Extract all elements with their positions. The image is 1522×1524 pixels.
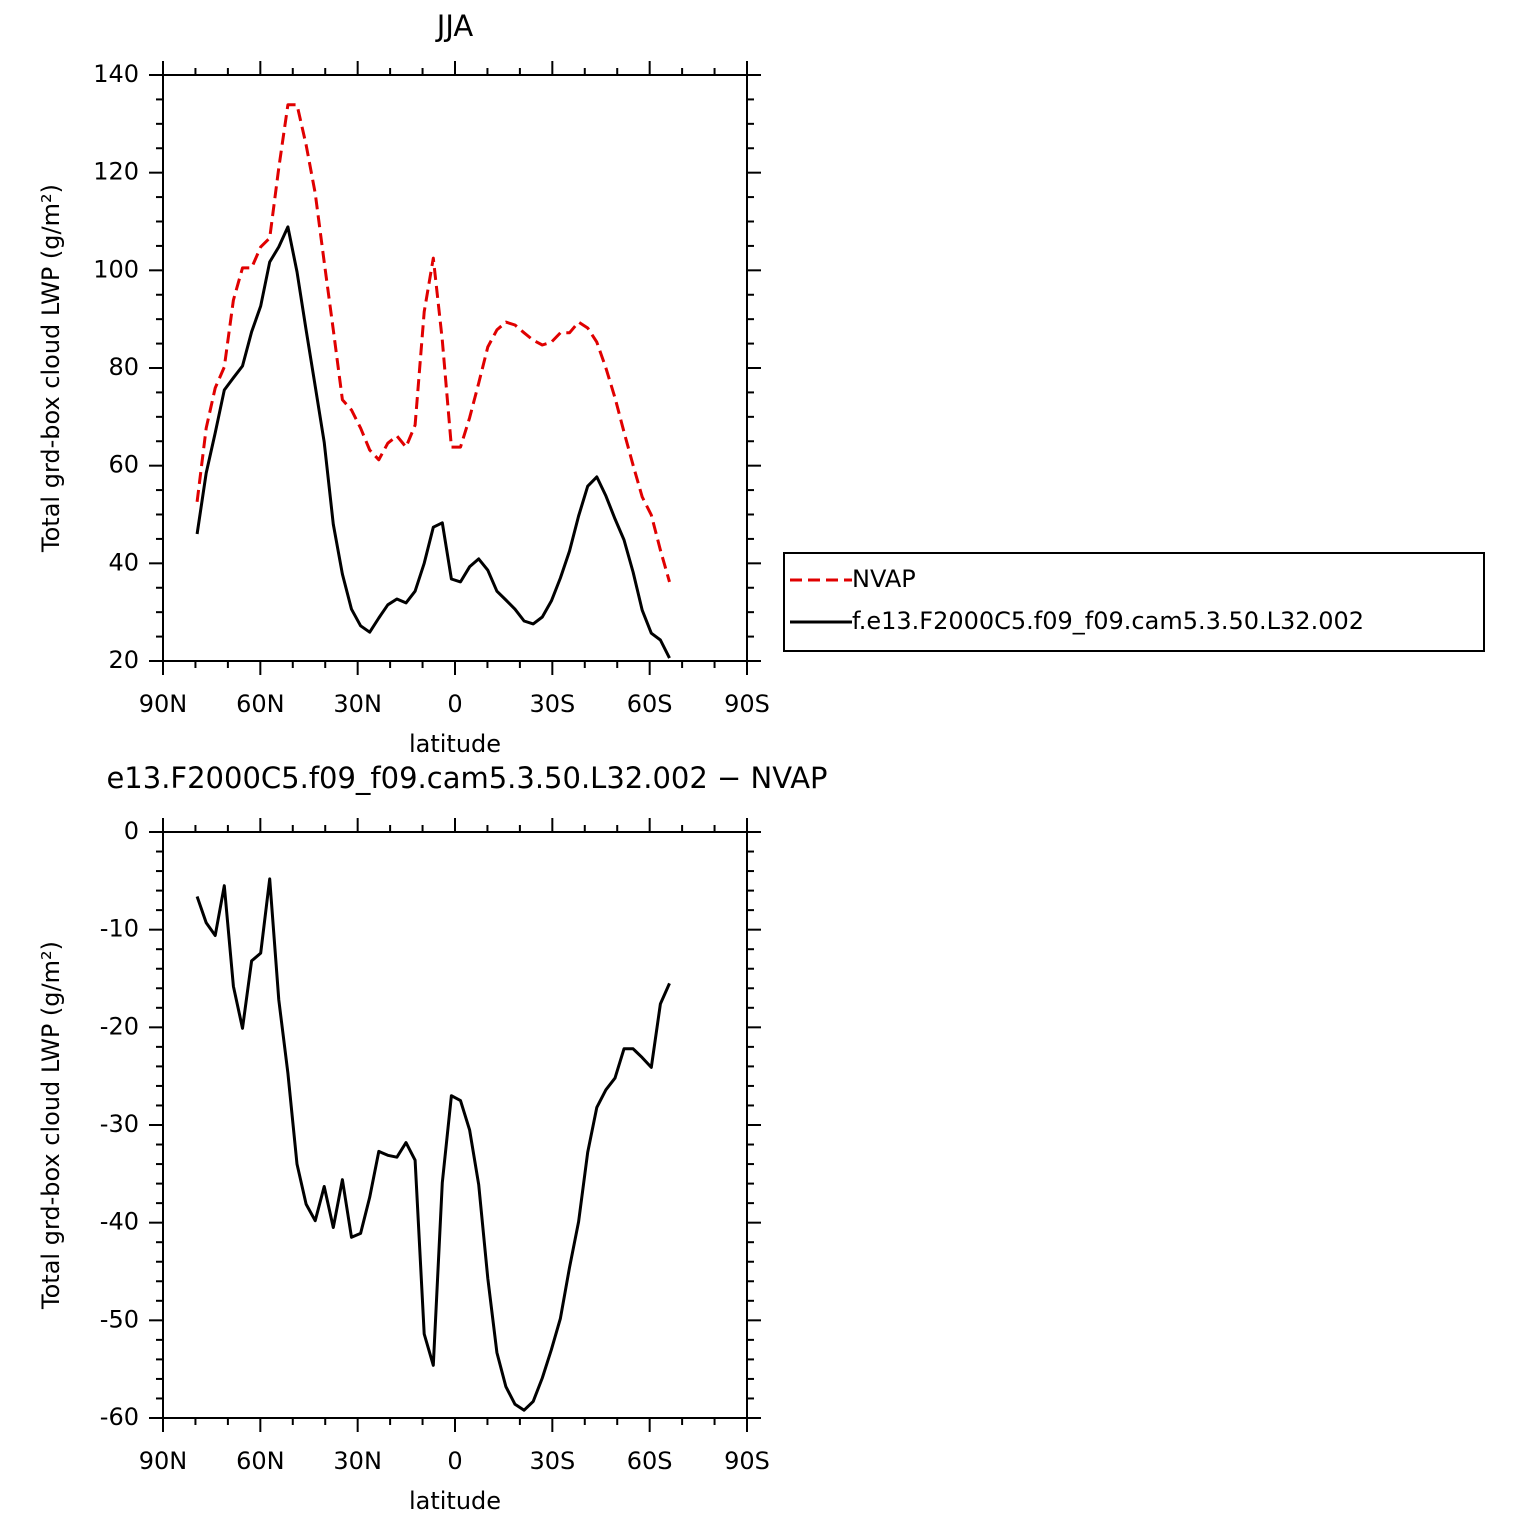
plot-frame bbox=[162, 831, 748, 1419]
x-tick-label: 30S bbox=[529, 1447, 575, 1475]
x-tick-label: 90S bbox=[724, 1447, 770, 1475]
chart-title: e13.F2000C5.f09_f09.cam5.3.50.L32.002 − … bbox=[106, 761, 827, 795]
x-tick-label: 60S bbox=[627, 690, 673, 718]
x-tick-label: 60N bbox=[236, 690, 285, 718]
y-tick-label: 20 bbox=[108, 646, 139, 674]
y-tick-label: 80 bbox=[108, 353, 139, 381]
x-tick-label: 90N bbox=[139, 1447, 188, 1475]
legend-label: f.e13.F2000C5.f09_f09.cam5.3.50.L32.002 bbox=[852, 607, 1364, 635]
y-tick-label: -30 bbox=[100, 1110, 139, 1138]
plot-frame bbox=[162, 74, 748, 662]
x-tick-label: 60S bbox=[627, 1447, 673, 1475]
y-tick-label: -40 bbox=[100, 1208, 139, 1236]
y-tick-label: 0 bbox=[124, 817, 139, 845]
x-tick-label: 30N bbox=[333, 1447, 382, 1475]
y-tick-label: 100 bbox=[93, 255, 139, 283]
data-line bbox=[195, 103, 671, 583]
y-axis-label: Total grd-box cloud LWP (g/m²) bbox=[37, 941, 65, 1310]
x-tick-label: 30N bbox=[333, 690, 382, 718]
legend-label: NVAP bbox=[852, 565, 916, 593]
y-tick-label: 140 bbox=[93, 60, 139, 88]
x-tick-label: 30S bbox=[529, 690, 575, 718]
x-tick-label: 90S bbox=[724, 690, 770, 718]
legend-box bbox=[783, 552, 1485, 652]
x-tick-label: 90N bbox=[139, 690, 188, 718]
data-line bbox=[195, 877, 671, 1412]
x-tick-label: 0 bbox=[447, 1447, 462, 1475]
x-tick-label: 60N bbox=[236, 1447, 285, 1475]
chart-title: JJA bbox=[435, 9, 474, 43]
y-tick-label: 40 bbox=[108, 548, 139, 576]
x-tick-label: 0 bbox=[447, 690, 462, 718]
y-tick-label: -10 bbox=[100, 915, 139, 943]
y-tick-label: -60 bbox=[100, 1403, 139, 1431]
data-line bbox=[195, 225, 671, 659]
y-tick-label: -50 bbox=[100, 1305, 139, 1333]
y-tick-label: 120 bbox=[93, 158, 139, 186]
x-axis-label: latitude bbox=[409, 730, 501, 758]
y-tick-label: 60 bbox=[108, 451, 139, 479]
y-axis-label: Total grd-box cloud LWP (g/m²) bbox=[37, 184, 65, 553]
x-axis-label: latitude bbox=[409, 1487, 501, 1515]
y-tick-label: -20 bbox=[100, 1012, 139, 1040]
